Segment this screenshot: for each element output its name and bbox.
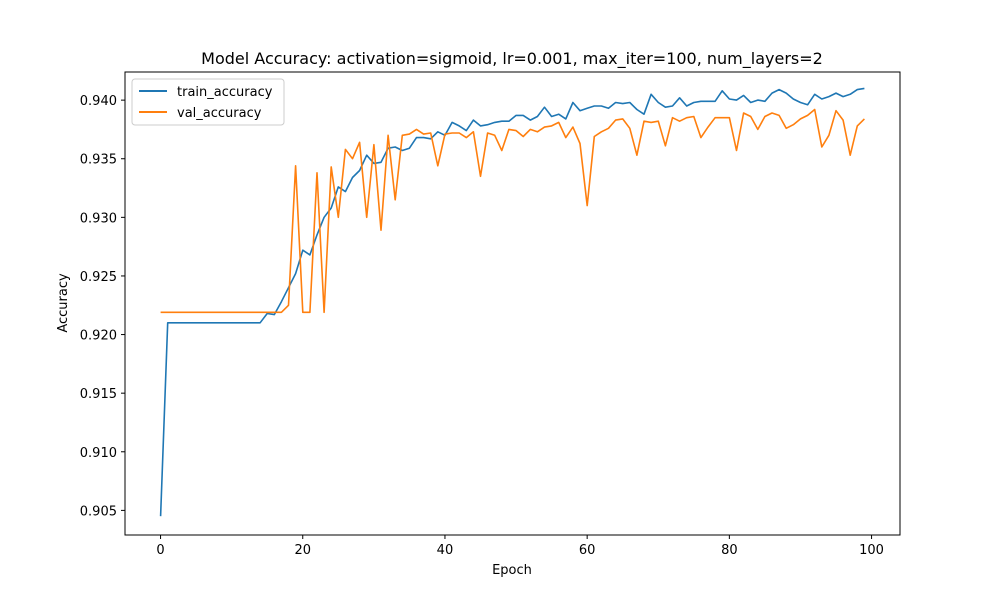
legend-label-val-accuracy: val_accuracy	[177, 106, 262, 121]
series-line-val-accuracy	[160, 108, 865, 314]
x-tick-label: 80	[721, 543, 738, 558]
y-tick-label: 0.930	[80, 211, 117, 226]
x-axis: 0 20 40 60 80 100	[156, 535, 884, 558]
x-tick-label: 20	[294, 543, 311, 558]
y-axis-label: Accuracy	[56, 273, 71, 333]
y-tick-label: 0.920	[80, 329, 117, 344]
x-axis-label: Epoch	[492, 563, 532, 578]
x-tick-label: 60	[579, 543, 596, 558]
plot-frame	[124, 71, 901, 536]
y-tick-label: 0.925	[80, 270, 117, 285]
y-tick-label: 0.905	[80, 504, 117, 519]
x-tick-label: 40	[437, 543, 454, 558]
series-line-train-accuracy	[159, 87, 865, 517]
chart-title: Model Accuracy: activation=sigmoid, lr=0…	[201, 49, 823, 69]
legend-box	[131, 78, 285, 126]
y-axis: 0.905 0.910 0.915 0.920 0.925 0.930 0.935 0.940	[80, 94, 125, 519]
legend: train_accuracy val_accuracy	[131, 78, 285, 126]
x-tick-label: 0	[156, 543, 164, 558]
x-tick-label: 100	[859, 543, 884, 558]
legend-label-train-accuracy: train_accuracy	[177, 85, 273, 100]
y-tick-label: 0.935	[80, 153, 117, 168]
y-tick-label: 0.910	[80, 446, 117, 461]
y-tick-label: 0.940	[80, 94, 117, 109]
y-tick-label: 0.915	[80, 387, 117, 402]
plot-area	[159, 87, 865, 517]
